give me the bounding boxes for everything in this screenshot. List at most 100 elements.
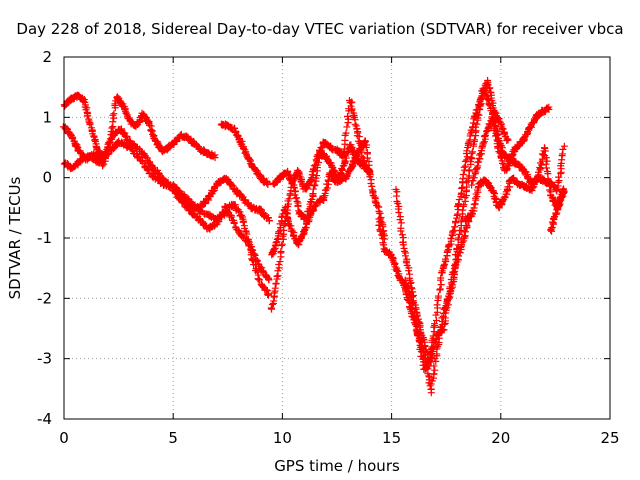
data-point xyxy=(264,181,272,189)
data-point xyxy=(330,167,338,175)
data-point xyxy=(433,301,441,309)
data-point xyxy=(443,247,451,255)
data-point xyxy=(250,250,258,258)
x-tick-label: 20 xyxy=(491,429,510,447)
data-point xyxy=(309,185,317,193)
series-track-d xyxy=(217,120,272,189)
series-track-n xyxy=(547,185,568,235)
data-point xyxy=(447,235,455,243)
y-tick-label: -1 xyxy=(37,229,52,247)
data-point xyxy=(476,105,484,113)
data-point xyxy=(463,153,471,161)
data-point xyxy=(343,112,351,120)
data-point xyxy=(271,284,279,292)
data-point xyxy=(148,127,156,135)
data-point xyxy=(541,147,549,155)
data-point xyxy=(455,234,463,242)
data-point xyxy=(248,246,256,254)
data-point xyxy=(291,184,299,192)
data-point xyxy=(136,117,144,125)
data-point xyxy=(542,154,550,162)
data-point xyxy=(278,240,286,248)
data-point xyxy=(540,144,548,152)
data-point xyxy=(264,291,272,299)
data-point xyxy=(110,110,118,118)
chart-title: Day 228 of 2018, Sidereal Day-to-day VTE… xyxy=(16,20,623,38)
x-tick-labels: 0 5 10 15 20 25 xyxy=(59,429,619,447)
y-tick-label: 2 xyxy=(42,48,52,66)
y-axis-label: SDTVAR / TECUs xyxy=(6,176,24,299)
data-point xyxy=(269,246,277,254)
data-point xyxy=(479,139,487,147)
data-point xyxy=(463,147,471,155)
data-point xyxy=(430,323,438,331)
data-point xyxy=(481,131,489,139)
data-point xyxy=(313,172,321,180)
data-point xyxy=(376,209,384,217)
y-tick-labels: -4 -3 -2 -1 0 1 2 xyxy=(37,48,52,428)
data-point xyxy=(363,154,371,162)
data-point xyxy=(209,188,217,196)
data-point xyxy=(343,123,351,131)
data-points xyxy=(59,76,568,397)
data-point xyxy=(377,228,385,236)
data-point xyxy=(480,132,488,140)
data-point xyxy=(485,84,493,92)
data-point xyxy=(108,124,116,132)
data-point xyxy=(476,97,484,105)
data-point xyxy=(239,218,247,226)
data-point xyxy=(534,174,542,182)
data-point xyxy=(466,130,474,138)
y-tick-label: 0 xyxy=(42,169,52,187)
data-point xyxy=(284,170,292,178)
data-point xyxy=(443,304,451,312)
data-point xyxy=(338,166,346,174)
data-point xyxy=(451,223,459,231)
data-point xyxy=(366,173,374,181)
data-point xyxy=(529,184,537,192)
data-point xyxy=(446,283,454,291)
data-point xyxy=(460,163,468,171)
data-point xyxy=(284,216,292,224)
y-tick-label: -2 xyxy=(37,289,52,307)
data-point xyxy=(292,194,300,202)
data-point xyxy=(555,173,563,181)
data-point xyxy=(272,239,280,247)
data-point xyxy=(495,148,503,156)
data-point xyxy=(427,380,435,388)
y-tick-label: 1 xyxy=(42,108,52,126)
data-point xyxy=(380,235,388,243)
data-point xyxy=(458,238,466,246)
data-point xyxy=(447,275,455,283)
data-point xyxy=(63,124,71,132)
data-point xyxy=(399,241,407,249)
data-point xyxy=(430,362,438,370)
data-point xyxy=(543,104,551,112)
data-point xyxy=(458,184,466,192)
series-track-f xyxy=(267,97,374,313)
data-point xyxy=(543,164,551,172)
data-point xyxy=(355,133,363,141)
data-point xyxy=(73,142,81,150)
data-point xyxy=(183,198,191,206)
data-point xyxy=(365,166,373,174)
data-point xyxy=(251,251,259,259)
series-track-l xyxy=(468,113,568,195)
data-point xyxy=(270,289,278,297)
data-point xyxy=(559,145,567,153)
y-tick-label: -3 xyxy=(37,350,52,368)
data-point xyxy=(450,227,458,235)
data-point xyxy=(376,227,384,235)
data-point xyxy=(475,111,483,119)
data-point xyxy=(463,156,471,164)
data-point xyxy=(286,190,294,198)
data-point xyxy=(361,137,369,145)
data-point xyxy=(438,268,446,276)
data-point xyxy=(268,300,276,308)
data-point xyxy=(472,123,480,131)
data-point xyxy=(211,154,219,162)
data-point xyxy=(488,113,496,121)
data-point xyxy=(437,274,445,282)
data-point xyxy=(375,221,383,229)
data-point xyxy=(546,182,554,190)
